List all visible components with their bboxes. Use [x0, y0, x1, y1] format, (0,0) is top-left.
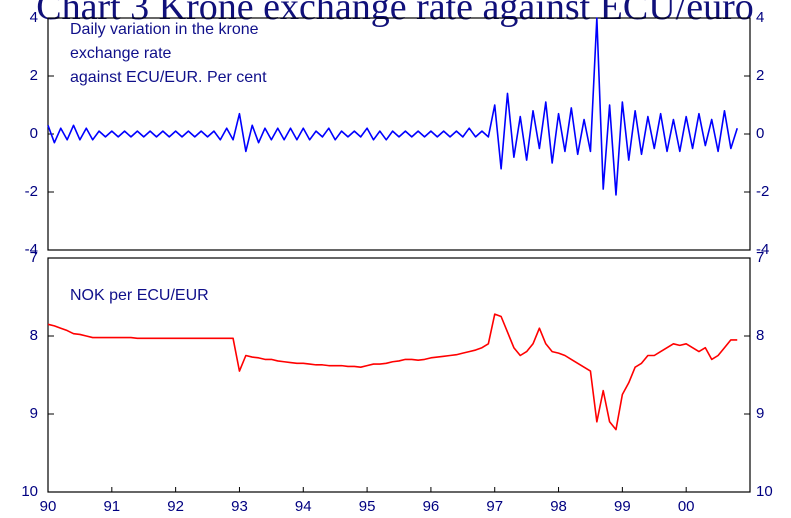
plot-frame [47, 257, 751, 493]
y-tick-label: -2 [25, 183, 38, 200]
data-line [47, 17, 739, 196]
annotation: NOK per ECU/EUR [70, 287, 209, 304]
x-tick-label: 96 [423, 498, 440, 515]
y-tick-label-right: -2 [756, 183, 769, 200]
y-tick-label: 2 [30, 67, 38, 84]
y-tick-label-right: -4 [756, 241, 769, 258]
annotation: Daily variation in the krone [70, 21, 259, 38]
y-tick-label: 7 [30, 249, 38, 266]
y-tick-label-right: 8 [756, 327, 764, 344]
x-tick-label: 97 [486, 498, 503, 515]
y-tick-label: 0 [30, 125, 38, 142]
annotation: against ECU/EUR. Per cent [70, 69, 267, 86]
y-tick-label-right: 4 [756, 9, 764, 26]
x-tick-label: 91 [103, 498, 120, 515]
annotation: exchange rate [70, 45, 172, 62]
y-tick-label: 8 [30, 327, 38, 344]
y-tick-label: 9 [30, 405, 38, 422]
x-tick-label: 90 [40, 498, 57, 515]
x-tick-label: 98 [550, 498, 567, 515]
data-line [47, 313, 738, 431]
y-tick-label-right: 10 [756, 483, 773, 500]
y-tick-label: 4 [30, 9, 38, 26]
y-tick-label-right: 2 [756, 67, 764, 84]
x-tick-label: 00 [678, 498, 695, 515]
x-tick-label: 93 [231, 498, 248, 515]
y-tick-label-right: 9 [756, 405, 764, 422]
x-tick-label: 95 [359, 498, 376, 515]
y-tick-label: -4 [25, 241, 38, 258]
x-tick-label: 92 [167, 498, 184, 515]
x-tick-label: 94 [295, 498, 312, 515]
chart-title: Chart 3 Krone exchange rate against ECU/… [36, 0, 754, 28]
x-tick-label: 99 [614, 498, 631, 515]
y-tick-label-right: 7 [756, 249, 764, 266]
y-tick-label: 10 [21, 483, 38, 500]
y-tick-label-right: 0 [756, 125, 764, 142]
